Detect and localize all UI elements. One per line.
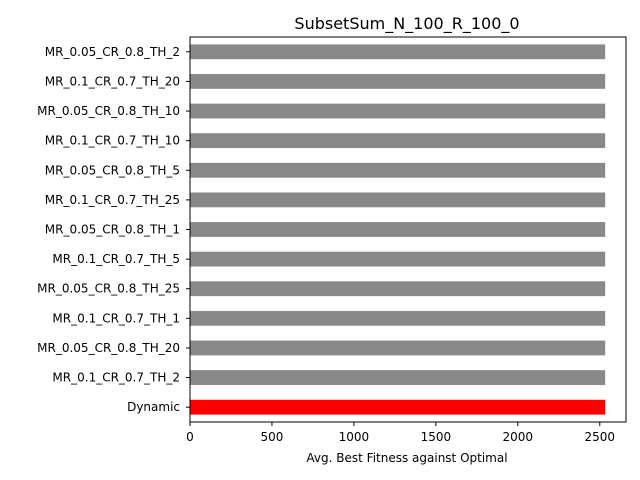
- y-tick-label: MR_0.1_CR_0.7_TH_10: [45, 134, 180, 148]
- y-tick-label: MR_0.05_CR_0.8_TH_2: [45, 45, 180, 59]
- bar-4: [190, 163, 605, 178]
- bar-1: [190, 74, 605, 89]
- x-tick-label: 2000: [503, 430, 534, 444]
- bar-7: [190, 252, 605, 267]
- bar-2: [190, 104, 605, 119]
- y-tick-label: MR_0.05_CR_0.8_TH_10: [37, 104, 180, 118]
- bar-12: [190, 400, 605, 415]
- y-tick-label: MR_0.05_CR_0.8_TH_20: [37, 341, 180, 355]
- y-tick-label: MR_0.1_CR_0.7_TH_5: [52, 252, 180, 266]
- chart-title: SubsetSum_N_100_R_100_0: [294, 14, 519, 34]
- bars-layer: [190, 44, 605, 414]
- x-tick-label: 0: [186, 430, 194, 444]
- bar-11: [190, 370, 605, 385]
- y-tick-label: MR_0.05_CR_0.8_TH_25: [37, 282, 180, 296]
- y-tick-label: MR_0.1_CR_0.7_TH_25: [45, 193, 180, 207]
- x-tick-label: 1500: [421, 430, 452, 444]
- y-tick-label: MR_0.05_CR_0.8_TH_5: [45, 163, 180, 177]
- x-tick-label: 2500: [585, 430, 616, 444]
- bar-9: [190, 311, 605, 326]
- bar-5: [190, 192, 605, 207]
- x-tick-label: 1000: [339, 430, 370, 444]
- y-tick-label: MR_0.1_CR_0.7_TH_2: [52, 371, 180, 385]
- y-tick-label: Dynamic: [127, 400, 180, 414]
- x-tick-label: 500: [261, 430, 284, 444]
- y-tick-label: MR_0.1_CR_0.7_TH_20: [45, 74, 180, 88]
- bar-0: [190, 44, 605, 59]
- bar-10: [190, 341, 605, 356]
- bar-6: [190, 222, 605, 237]
- bar-3: [190, 133, 605, 148]
- y-tick-label: MR_0.1_CR_0.7_TH_1: [52, 311, 180, 325]
- y-axis: MR_0.05_CR_0.8_TH_2 MR_0.1_CR_0.7_TH_20 MR…: [37, 45, 190, 414]
- x-axis: 0 500 1000 1500 2000 2500: [186, 422, 615, 444]
- y-tick-label: MR_0.05_CR_0.8_TH_1: [45, 223, 180, 237]
- x-axis-label: Avg. Best Fitness against Optimal: [306, 451, 507, 465]
- bar-8: [190, 281, 605, 296]
